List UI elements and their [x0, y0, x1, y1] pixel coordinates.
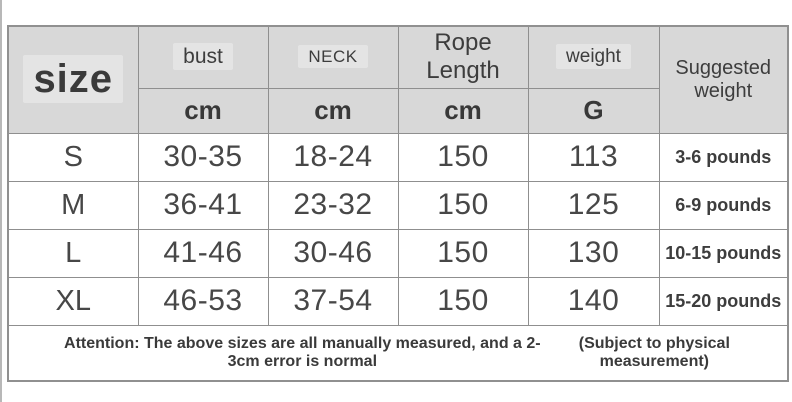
cell-weight-xl: 140	[527, 276, 660, 326]
header-weight: weight	[527, 25, 660, 89]
cell-weight-m: 125	[527, 180, 660, 230]
cell-bust-xl: 46-53	[137, 276, 269, 326]
cell-neck-l: 30-46	[267, 228, 399, 278]
cell-suggested-m: 6-9 pounds	[658, 180, 789, 230]
cell-bust-l: 41-46	[137, 228, 269, 278]
cell-size-s: S	[7, 132, 139, 182]
header-neck: NECK	[267, 25, 399, 89]
header-bust-unit: cm	[137, 87, 269, 134]
cell-size-l: L	[7, 228, 139, 278]
table-row-xl: XL 46-53 37-54 150 140 15-20 pounds	[7, 276, 789, 326]
attention-note: Attention: The above sizes are all manua…	[64, 334, 541, 370]
header-rope-length: Rope Length	[397, 25, 529, 89]
size-chart-table: size bust NECK Rope Length weight Sugges…	[7, 25, 789, 382]
header-bust: bust	[137, 25, 269, 89]
cell-rope-s: 150	[397, 132, 529, 182]
cell-neck-xl: 37-54	[267, 276, 399, 326]
header-rope-length-label: Rope Length	[426, 29, 500, 85]
cell-size-xl: XL	[7, 276, 139, 326]
footer-row: Attention: The above sizes are all manua…	[7, 324, 789, 382]
cell-size-m: M	[7, 180, 139, 230]
cell-suggested-xl: 15-20 pounds	[658, 276, 789, 326]
header-neck-unit: cm	[267, 87, 399, 134]
footer-content: Attention: The above sizes are all manua…	[9, 335, 787, 371]
cell-bust-m: 36-41	[137, 180, 269, 230]
left-edge-line	[0, 0, 2, 402]
cell-bust-s: 30-35	[137, 132, 269, 182]
cell-weight-l: 130	[527, 228, 660, 278]
header-suggested-weight-label: Suggested weight	[675, 56, 772, 102]
cell-neck-s: 18-24	[267, 132, 399, 182]
table-row-l: L 41-46 30-46 150 130 10-15 pounds	[7, 228, 789, 278]
header-size-label: size	[23, 55, 124, 104]
cell-neck-m: 23-32	[267, 180, 399, 230]
footer-cell: Attention: The above sizes are all manua…	[7, 324, 789, 382]
header-weight-label: weight	[556, 44, 631, 70]
table-row-m: M 36-41 23-32 150 125 6-9 pounds	[7, 180, 789, 230]
measurement-note: (Subject to physical measurement)	[578, 334, 730, 370]
cell-rope-l: 150	[397, 228, 529, 278]
header-bust-label: bust	[173, 43, 233, 71]
table-row-s: S 30-35 18-24 150 113 3-6 pounds	[7, 132, 789, 182]
cell-rope-m: 150	[397, 180, 529, 230]
cell-suggested-s: 3-6 pounds	[658, 132, 789, 182]
header-size: size	[7, 25, 139, 134]
header-rope-length-unit: cm	[397, 87, 529, 134]
header-neck-label: NECK	[298, 45, 368, 69]
cell-suggested-l: 10-15 pounds	[658, 228, 789, 278]
header-suggested-weight: Suggested weight	[658, 25, 789, 134]
cell-rope-xl: 150	[397, 276, 529, 326]
header-weight-unit: G	[527, 87, 660, 134]
cell-weight-s: 113	[527, 132, 660, 182]
